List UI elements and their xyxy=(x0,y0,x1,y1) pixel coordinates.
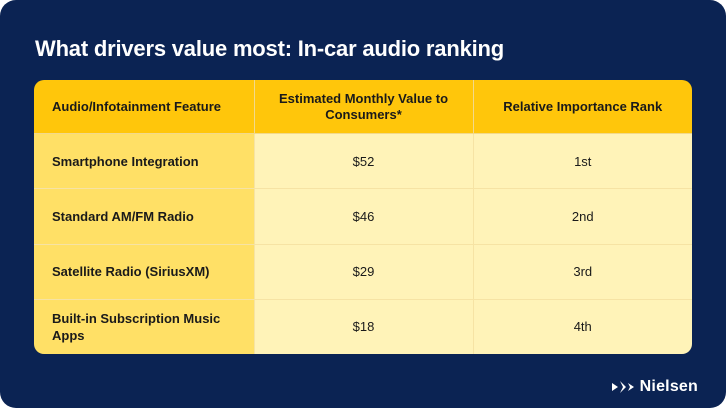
value-cell: $52 xyxy=(254,133,474,190)
table-row: Satellite Radio (SiriusXM) $29 3rd xyxy=(34,244,692,300)
rank-cell: 1st xyxy=(473,133,692,190)
value-cell: $29 xyxy=(254,244,474,300)
rank-cell: 2nd xyxy=(473,188,692,245)
rank-cell: 4th xyxy=(473,299,692,354)
feature-cell: Smartphone Integration xyxy=(34,133,255,190)
feature-cell: Standard AM/FM Radio xyxy=(34,188,255,245)
feature-cell: Built-in Subscription Music Apps xyxy=(34,299,255,354)
brand-name: Nielsen xyxy=(639,378,698,395)
table-row: Standard AM/FM Radio $46 2nd xyxy=(34,188,692,245)
brand-logo: Nielsen xyxy=(611,378,698,396)
rank-cell: 3rd xyxy=(473,244,692,300)
column-header-feature: Audio/Infotainment Feature xyxy=(34,80,255,134)
page-title: What drivers value most: In-car audio ra… xyxy=(35,36,504,61)
value-cell: $46 xyxy=(254,188,474,245)
table-row: Smartphone Integration $52 1st xyxy=(34,133,692,190)
feature-cell: Satellite Radio (SiriusXM) xyxy=(34,244,255,300)
table-header-row: Audio/Infotainment Feature Estimated Mon… xyxy=(34,80,692,134)
value-cell: $18 xyxy=(254,299,474,354)
column-header-rank: Relative Importance Rank xyxy=(473,80,692,134)
nielsen-logo-icon xyxy=(611,380,634,394)
ranking-table: Audio/Infotainment Feature Estimated Mon… xyxy=(34,80,692,354)
table-row: Built-in Subscription Music Apps $18 4th xyxy=(34,299,692,354)
column-header-monthly-value: Estimated Monthly Value to Consumers* xyxy=(254,80,474,134)
ranking-table-container: Audio/Infotainment Feature Estimated Mon… xyxy=(34,80,692,354)
